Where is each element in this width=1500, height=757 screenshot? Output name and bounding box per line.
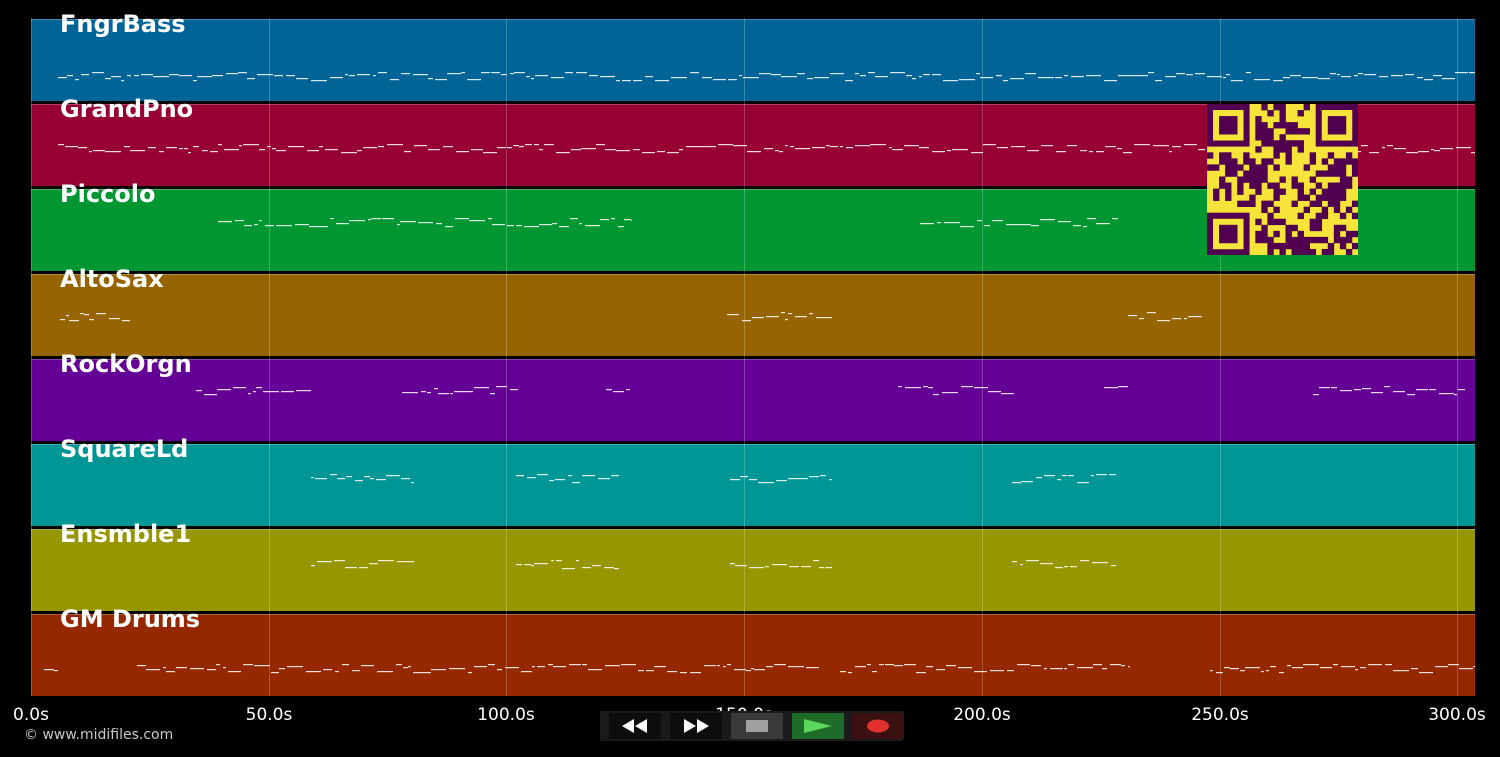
time-tick-label: 50.0s [245, 705, 293, 725]
copyright-text: © www.midifiles.com [24, 727, 174, 743]
fast-forward-icon [684, 719, 709, 733]
time-tick-label: 250.0s [1191, 705, 1249, 725]
record-button[interactable] [852, 713, 904, 739]
track-label: Ensmble1 [60, 520, 192, 548]
transport-controls [600, 711, 904, 741]
track-row: SquareLd [31, 435, 1475, 526]
track-row: FngrBass [31, 10, 1475, 101]
time-tick-label: 300.0s [1428, 705, 1486, 725]
grid-line [269, 18, 270, 696]
stop-button[interactable] [731, 713, 783, 739]
time-tick-label: 100.0s [477, 705, 535, 725]
time-tick-label: 0.0s [13, 705, 49, 725]
track-row: GM Drums [31, 605, 1475, 696]
grid-line [982, 18, 983, 696]
rewind-button[interactable] [609, 713, 661, 739]
grid-line [506, 18, 507, 696]
track-label: RockOrgn [60, 350, 192, 378]
record-icon [867, 719, 889, 733]
grid-line [1457, 18, 1458, 696]
track-label: AltoSax [60, 265, 164, 293]
track-row: AltoSax [31, 265, 1475, 356]
play-icon [804, 719, 832, 733]
fast-forward-button[interactable] [670, 713, 722, 739]
time-tick-label: 200.0s [953, 705, 1011, 725]
stop-icon [746, 720, 768, 732]
track-label: FngrBass [60, 10, 186, 38]
track-label: Piccolo [60, 180, 156, 208]
grid-line [31, 18, 32, 696]
track-label: GM Drums [60, 605, 201, 633]
track-row: Ensmble1 [31, 520, 1475, 611]
track-label: GrandPno [60, 95, 194, 123]
qr-code[interactable] [1207, 104, 1359, 256]
track-row: RockOrgn [31, 350, 1475, 441]
track-label: SquareLd [60, 435, 189, 463]
grid-line [1220, 18, 1221, 696]
qr-code-graphic [1207, 104, 1359, 256]
play-button[interactable] [792, 713, 844, 739]
grid-line [744, 18, 745, 696]
rewind-icon [622, 719, 647, 733]
